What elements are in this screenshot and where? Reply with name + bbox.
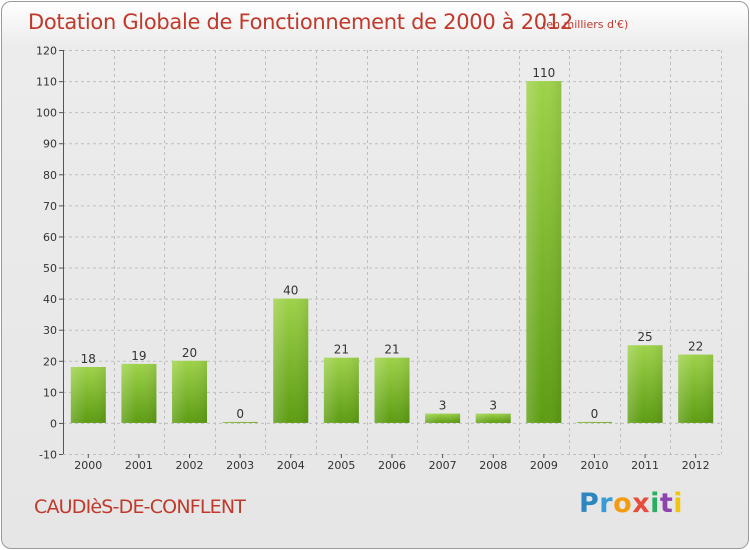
- bar-shade-2004: [273, 298, 309, 423]
- x-tick-label-2003: 2003: [226, 459, 254, 472]
- x-tick-label-2004: 2004: [277, 459, 305, 472]
- bar-shade-2006: [374, 357, 410, 423]
- proxiti-logo[interactable]: Proxiti: [579, 488, 683, 519]
- data-label-2011: 25: [637, 330, 652, 344]
- chart-subtitle: (en milliers d'€): [542, 18, 629, 31]
- data-label-2008: 3: [489, 399, 497, 413]
- x-tick-label-2007: 2007: [429, 459, 457, 472]
- gridlines: [63, 50, 722, 455]
- y-tick-label: -10: [39, 449, 57, 462]
- bar-shade-2007: [425, 413, 461, 423]
- data-labels: 18 19 20 0 40 21 21 3 3 110 0 25 22: [81, 66, 704, 421]
- logo-letter: P: [579, 488, 600, 519]
- logo-letter: i: [650, 488, 660, 519]
- y-tick-label: 50: [43, 262, 57, 275]
- x-tick-label-2009: 2009: [530, 459, 558, 472]
- x-tick-label-2006: 2006: [378, 459, 406, 472]
- data-label-2001: 19: [131, 349, 146, 363]
- y-tick-label: 20: [43, 355, 57, 368]
- logo-letter: i: [673, 488, 684, 519]
- y-tick-label: 30: [43, 324, 57, 337]
- y-tick-label: 110: [36, 76, 57, 89]
- bar-shade-2005: [323, 357, 359, 423]
- data-label-2009: 110: [532, 66, 555, 80]
- y-tick-label: 70: [43, 200, 57, 213]
- y-tick-label: 80: [43, 169, 57, 182]
- bars: [70, 81, 714, 423]
- x-tick-label-2010: 2010: [580, 459, 608, 472]
- chart-title: Dotation Globale de Fonctionnement de 20…: [28, 10, 573, 34]
- data-label-2010: 0: [591, 407, 599, 421]
- data-label-2007: 3: [439, 399, 447, 413]
- x-tick-label-2008: 2008: [479, 459, 507, 472]
- x-tick-label-2005: 2005: [327, 459, 355, 472]
- data-label-2012: 22: [688, 340, 703, 354]
- x-tick-label-2002: 2002: [176, 459, 204, 472]
- bar-shade-2011: [627, 345, 663, 423]
- logo-letter: x: [632, 488, 651, 519]
- x-tick-label-2012: 2012: [682, 459, 710, 472]
- bar-shade-2012: [678, 354, 714, 423]
- bar-shade-2010: [576, 421, 612, 423]
- logo-letter: t: [659, 488, 674, 519]
- data-label-2003: 0: [236, 407, 244, 421]
- y-tick-label: 0: [50, 417, 57, 430]
- data-label-2000: 18: [81, 352, 96, 366]
- y-tick-label: 60: [43, 231, 57, 244]
- data-label-2004: 40: [283, 284, 298, 298]
- bar-shade-2000: [70, 366, 106, 423]
- bar-shade-2003: [222, 421, 258, 423]
- x-tick-label-2000: 2000: [74, 459, 102, 472]
- x-tick-label-2011: 2011: [631, 459, 659, 472]
- bar-shade-2008: [475, 413, 511, 423]
- logo-letter: r: [599, 488, 614, 519]
- x-tick-label-2001: 2001: [125, 459, 153, 472]
- y-tick-label: 10: [43, 386, 57, 399]
- y-tick-label: 90: [43, 138, 57, 151]
- bar-shade-2002: [172, 360, 208, 423]
- data-label-2002: 20: [182, 346, 197, 360]
- y-tick-label: 100: [36, 107, 57, 120]
- y-tick-label: 120: [36, 45, 57, 58]
- bar-shade-2001: [121, 363, 157, 423]
- data-label-2005: 21: [334, 343, 349, 357]
- bar-shade-2009: [526, 81, 562, 423]
- y-tick-label: 40: [43, 293, 57, 306]
- commune-name: CAUDIèS-DE-CONFLENT: [34, 496, 246, 518]
- data-label-2006: 21: [384, 343, 399, 357]
- logo-letter: o: [613, 488, 633, 519]
